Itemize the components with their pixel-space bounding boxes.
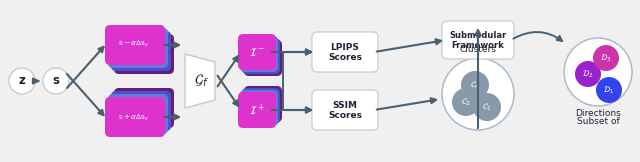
Circle shape (564, 38, 632, 106)
Text: $\mathbf{s}$: $\mathbf{s}$ (52, 75, 60, 87)
Text: Scores: Scores (328, 110, 362, 120)
FancyBboxPatch shape (108, 94, 168, 134)
FancyBboxPatch shape (111, 31, 171, 71)
Text: $\mathcal{C}_2$: $\mathcal{C}_2$ (461, 96, 471, 108)
Circle shape (43, 68, 69, 94)
FancyBboxPatch shape (242, 88, 280, 124)
FancyBboxPatch shape (312, 32, 378, 72)
FancyBboxPatch shape (244, 40, 282, 76)
FancyBboxPatch shape (105, 25, 165, 65)
Text: $\mathrm{s} + \alpha\Delta\mathrm{s}_v$: $\mathrm{s} + \alpha\Delta\mathrm{s}_v$ (118, 113, 150, 123)
Text: $\mathcal{C}_n$: $\mathcal{C}_n$ (470, 79, 480, 91)
FancyBboxPatch shape (111, 91, 171, 131)
FancyBboxPatch shape (240, 36, 278, 72)
FancyBboxPatch shape (442, 21, 514, 59)
Text: $\mathcal{G}_f$: $\mathcal{G}_f$ (193, 73, 209, 89)
Polygon shape (185, 54, 215, 108)
FancyBboxPatch shape (240, 90, 278, 126)
Text: $\mathcal{C}_1$: $\mathcal{C}_1$ (482, 101, 492, 113)
Text: Scores: Scores (328, 52, 362, 62)
Text: LPIPS: LPIPS (331, 42, 360, 52)
Text: Framework: Framework (452, 40, 504, 50)
Circle shape (452, 88, 480, 116)
FancyBboxPatch shape (114, 88, 174, 128)
Circle shape (596, 77, 622, 103)
FancyBboxPatch shape (312, 90, 378, 130)
FancyBboxPatch shape (108, 28, 168, 68)
Circle shape (593, 45, 619, 71)
FancyBboxPatch shape (114, 34, 174, 74)
Text: $\mathcal{D}_1$: $\mathcal{D}_1$ (604, 84, 614, 96)
FancyBboxPatch shape (238, 92, 276, 128)
Circle shape (575, 61, 601, 87)
Text: Subset of: Subset of (577, 116, 620, 126)
Text: Submodular: Submodular (449, 30, 507, 40)
FancyBboxPatch shape (105, 97, 165, 137)
Circle shape (473, 93, 501, 121)
Text: Clusters: Clusters (460, 46, 497, 54)
Text: $\mathcal{I}^+$: $\mathcal{I}^+$ (249, 102, 265, 118)
Circle shape (9, 68, 35, 94)
FancyBboxPatch shape (242, 38, 280, 74)
Text: $\mathrm{s} - \alpha\Delta\mathrm{s}_v$: $\mathrm{s} - \alpha\Delta\mathrm{s}_v$ (118, 39, 150, 49)
Text: SSIM: SSIM (333, 100, 358, 110)
Text: $\mathcal{D}_3$: $\mathcal{D}_3$ (600, 52, 612, 64)
Text: Directions: Directions (575, 109, 621, 117)
Circle shape (442, 58, 514, 130)
Text: $\mathcal{D}_2$: $\mathcal{D}_2$ (582, 68, 593, 80)
FancyBboxPatch shape (244, 86, 282, 122)
Circle shape (461, 71, 489, 99)
FancyBboxPatch shape (238, 34, 276, 70)
Text: $\mathbf{z}$: $\mathbf{z}$ (18, 75, 26, 87)
Text: $\mathcal{I}^-$: $\mathcal{I}^-$ (249, 46, 265, 58)
